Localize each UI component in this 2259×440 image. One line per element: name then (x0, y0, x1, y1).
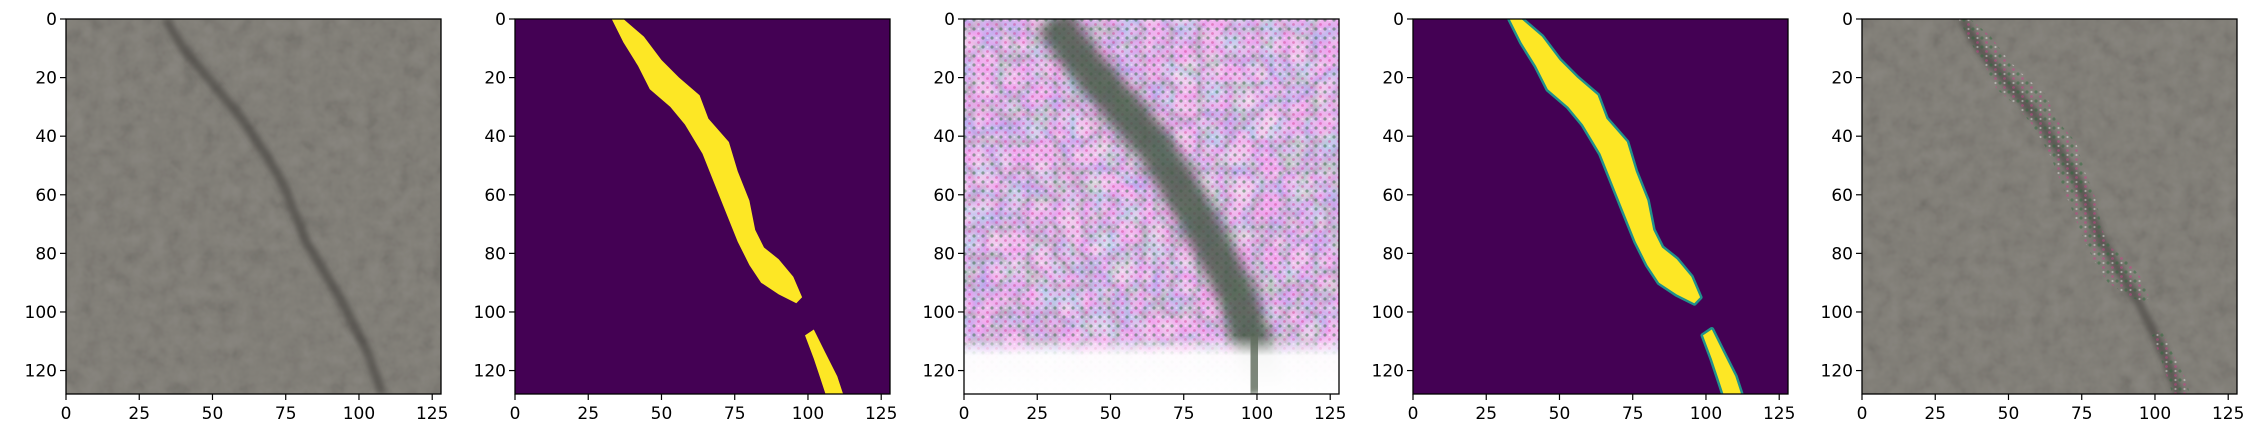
x-tick-label: 100 (1241, 404, 1273, 424)
y-tick-label: 120 (1821, 362, 1853, 382)
x-tick-label: 75 (724, 404, 746, 424)
y-tick-label: 20 (484, 69, 506, 89)
x-tick-label: 0 (1857, 404, 1868, 424)
x-tick-label: 100 (1690, 404, 1722, 424)
x-tick-label: 0 (1408, 404, 1419, 424)
y-tick-label: 20 (1831, 69, 1853, 89)
saliency-image-image (964, 19, 1339, 394)
x-tick-label: 75 (275, 404, 297, 424)
predicted-mask-image (1413, 19, 1788, 394)
pavement-texture (1862, 19, 2237, 394)
y-tick-label: 100 (1821, 303, 1853, 323)
pavement-texture (66, 19, 441, 394)
mask-region-primary (611, 19, 803, 304)
panel-predicted-mask: 0 25 50 75 100 125 0 20 40 60 80 100 120 (1372, 10, 1796, 424)
y-tick-label: 0 (1842, 10, 1853, 30)
saliency-bottom-band (964, 335, 1339, 394)
x-tick-label: 50 (1998, 404, 2020, 424)
panel-ground-truth-mask: 0 25 50 75 100 125 0 20 40 60 80 100 120 (474, 10, 898, 424)
y-tick-label: 100 (474, 303, 506, 323)
x-tick-label: 25 (1924, 404, 1946, 424)
x-tick-label: 50 (651, 404, 673, 424)
axes-frame (65, 18, 442, 395)
y-tick-label: 120 (1372, 362, 1404, 382)
input-photo-image (66, 19, 441, 394)
y-tick-label: 60 (1382, 186, 1404, 206)
x-tick-label: 125 (2212, 404, 2244, 424)
x-tick-label: 125 (1763, 404, 1795, 424)
y-tick-label: 80 (35, 244, 57, 264)
overlay-photo-image (1862, 19, 2237, 394)
y-tick-label: 0 (1393, 10, 1404, 30)
saliency-crack-tail (1238, 334, 1270, 394)
x-tick-label: 125 (1314, 404, 1346, 424)
y-tick-label: 60 (1831, 186, 1853, 206)
x-tick-label: 75 (2071, 404, 2093, 424)
x-tick-label: 0 (510, 404, 521, 424)
mask-background (515, 19, 890, 394)
x-tick-label: 0 (61, 404, 72, 424)
x-tick-label: 75 (1173, 404, 1195, 424)
y-tick-label: 40 (1382, 127, 1404, 147)
y-tick-label: 80 (1831, 244, 1853, 264)
y-tick-label: 100 (25, 303, 57, 323)
y-tick-label: 0 (944, 10, 955, 30)
x-tick-label: 50 (1549, 404, 1571, 424)
x-tick-label: 125 (416, 404, 448, 424)
y-tick-label: 20 (1382, 69, 1404, 89)
x-tick-label: 50 (202, 404, 224, 424)
axes-frame (1412, 18, 1789, 395)
axes-frame (514, 18, 891, 395)
y-tick-label: 60 (35, 186, 57, 206)
mask-region-secondary (1703, 329, 1742, 394)
overlay-mask-secondary (2152, 329, 2191, 394)
y-tick-label: 60 (933, 186, 955, 206)
x-tick-label: 100 (2139, 404, 2171, 424)
overlay-mask-primary (1958, 19, 2150, 304)
x-tick-label: 100 (792, 404, 824, 424)
mask-region-primary (1509, 19, 1701, 304)
x-tick-label: 0 (959, 404, 970, 424)
y-tick-label: 40 (933, 127, 955, 147)
panel-input-photo: 0 25 50 75 100 125 0 20 40 60 80 100 120 (25, 10, 449, 424)
panels-root: 0 25 50 75 100 125 0 20 40 60 80 100 120 0 25 50 75 100 12… (25, 10, 2245, 424)
y-tick-label: 120 (923, 362, 955, 382)
y-tick-label: 80 (1382, 244, 1404, 264)
x-tick-label: 125 (865, 404, 897, 424)
x-tick-label: 75 (1622, 404, 1644, 424)
y-tick-label: 80 (933, 244, 955, 264)
axes-frame (963, 18, 1340, 395)
axes-frame (1861, 18, 2238, 395)
saliency-dots (964, 19, 1339, 394)
y-tick-label: 40 (35, 127, 57, 147)
x-tick-label: 25 (1026, 404, 1048, 424)
crack-line (161, 19, 387, 394)
mask-region-secondary (805, 329, 844, 394)
mask-background (1413, 19, 1788, 394)
y-tick-label: 120 (474, 362, 506, 382)
y-tick-label: 60 (484, 186, 506, 206)
ground-truth-mask-image (515, 19, 890, 394)
y-tick-label: 0 (46, 10, 57, 30)
y-tick-label: 40 (484, 127, 506, 147)
x-tick-label: 25 (1475, 404, 1497, 424)
panel-saliency-image: 0 25 50 75 100 125 0 20 40 60 80 100 120 (923, 10, 1347, 424)
y-tick-label: 120 (25, 362, 57, 382)
x-tick-label: 25 (577, 404, 599, 424)
y-tick-label: 40 (1831, 127, 1853, 147)
x-tick-label: 50 (1100, 404, 1122, 424)
x-tick-label: 25 (128, 404, 150, 424)
panel-overlay-photo: 0 25 50 75 100 125 0 20 40 60 80 100 120 (1821, 10, 2245, 424)
y-tick-label: 100 (1372, 303, 1404, 323)
y-tick-label: 20 (933, 69, 955, 89)
y-tick-label: 80 (484, 244, 506, 264)
y-tick-label: 20 (35, 69, 57, 89)
y-tick-label: 100 (923, 303, 955, 323)
y-tick-label: 0 (495, 10, 506, 30)
x-tick-label: 100 (343, 404, 375, 424)
